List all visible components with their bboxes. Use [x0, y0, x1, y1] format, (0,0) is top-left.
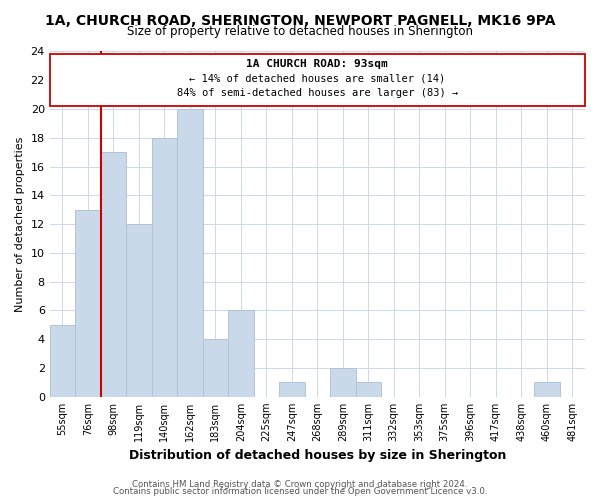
Bar — [330, 368, 356, 397]
Bar — [75, 210, 101, 397]
Bar — [279, 382, 305, 397]
Bar — [50, 325, 75, 397]
Text: 1A, CHURCH ROAD, SHERINGTON, NEWPORT PAGNELL, MK16 9PA: 1A, CHURCH ROAD, SHERINGTON, NEWPORT PAG… — [45, 14, 555, 28]
Bar — [203, 340, 228, 397]
Text: 1A CHURCH ROAD: 93sqm: 1A CHURCH ROAD: 93sqm — [247, 60, 388, 70]
X-axis label: Distribution of detached houses by size in Sherington: Distribution of detached houses by size … — [128, 450, 506, 462]
Text: Contains HM Land Registry data © Crown copyright and database right 2024.: Contains HM Land Registry data © Crown c… — [132, 480, 468, 489]
Bar — [101, 152, 126, 397]
Bar — [152, 138, 177, 397]
Text: Size of property relative to detached houses in Sherington: Size of property relative to detached ho… — [127, 25, 473, 38]
Bar — [126, 224, 152, 397]
Bar — [356, 382, 381, 397]
Text: 84% of semi-detached houses are larger (83) →: 84% of semi-detached houses are larger (… — [177, 88, 458, 98]
Text: Contains public sector information licensed under the Open Government Licence v3: Contains public sector information licen… — [113, 488, 487, 496]
Bar — [177, 109, 203, 397]
FancyBboxPatch shape — [50, 54, 585, 106]
Y-axis label: Number of detached properties: Number of detached properties — [15, 136, 25, 312]
Text: ← 14% of detached houses are smaller (14): ← 14% of detached houses are smaller (14… — [189, 73, 445, 83]
Bar — [534, 382, 560, 397]
Bar — [228, 310, 254, 397]
